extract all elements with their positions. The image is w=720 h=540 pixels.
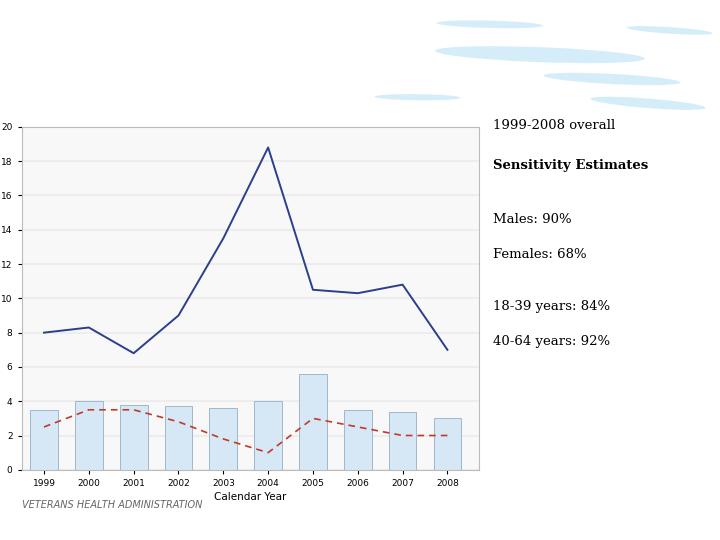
Bar bbox=[30, 410, 58, 470]
Text: 18-39 years: 84%: 18-39 years: 84% bbox=[493, 300, 611, 313]
Bar bbox=[165, 407, 192, 470]
Bar bbox=[210, 408, 237, 470]
Bar bbox=[75, 401, 103, 470]
Bar bbox=[254, 401, 282, 470]
Ellipse shape bbox=[374, 94, 461, 100]
Text: Sensitivity Estimates: Sensitivity Estimates bbox=[493, 159, 649, 172]
Text: 40-64 years: 92%: 40-64 years: 92% bbox=[493, 335, 611, 348]
Bar bbox=[433, 418, 462, 470]
Ellipse shape bbox=[626, 26, 713, 35]
Ellipse shape bbox=[436, 21, 543, 28]
Ellipse shape bbox=[590, 97, 706, 110]
Text: Death Certificate misclassification of Veteran status: Death Certificate misclassification of V… bbox=[32, 73, 549, 92]
Bar bbox=[344, 410, 372, 470]
X-axis label: Calendar Year: Calendar Year bbox=[214, 492, 287, 502]
Text: VETERANS HEALTH ADMINISTRATION: VETERANS HEALTH ADMINISTRATION bbox=[22, 500, 202, 510]
Text: Females: 68%: Females: 68% bbox=[493, 248, 587, 261]
Ellipse shape bbox=[435, 46, 645, 63]
Bar bbox=[299, 374, 327, 470]
Bar bbox=[389, 411, 416, 470]
Bar bbox=[120, 404, 148, 470]
Ellipse shape bbox=[544, 73, 680, 85]
Text: 1999-2008 overall: 1999-2008 overall bbox=[493, 119, 616, 132]
Text: Males: 90%: Males: 90% bbox=[493, 213, 572, 226]
Text: State Mortality Project Preliminary Findings:: State Mortality Project Preliminary Find… bbox=[32, 28, 480, 45]
